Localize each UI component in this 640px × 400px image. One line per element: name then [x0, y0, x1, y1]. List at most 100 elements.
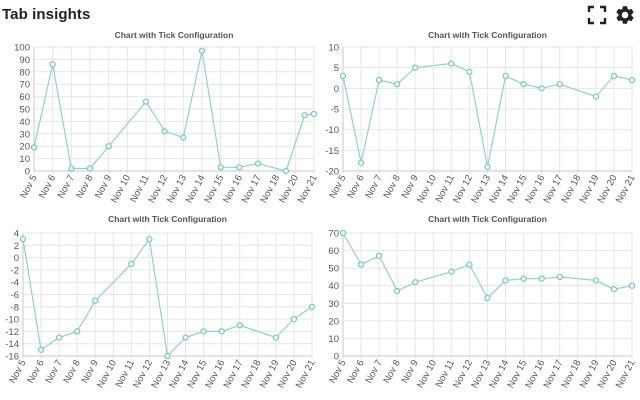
y-tick-label: -10	[325, 125, 339, 136]
data-point[interactable]	[376, 76, 383, 84]
data-point[interactable]	[357, 159, 365, 166]
x-tick-label: Nov 5	[18, 173, 39, 200]
y-tick-label: -15	[325, 146, 339, 157]
data-point[interactable]	[610, 72, 618, 80]
y-tick-label: 0	[334, 352, 339, 363]
y-tick-label: 100	[14, 43, 30, 54]
data-point[interactable]	[466, 68, 473, 75]
data-point[interactable]	[142, 98, 150, 105]
data-point[interactable]	[412, 279, 419, 286]
data-point[interactable]	[19, 236, 27, 243]
y-tick-label: -8	[11, 302, 19, 313]
chart-title: Chart with Tick Configuration	[108, 214, 227, 224]
data-point[interactable]	[484, 163, 491, 170]
data-point[interactable]	[484, 294, 491, 302]
data-point[interactable]	[164, 352, 171, 360]
y-tick-label: 30	[19, 129, 30, 140]
data-point[interactable]	[628, 76, 636, 84]
y-tick-label: 4	[14, 229, 19, 240]
data-point[interactable]	[556, 81, 563, 88]
data-point[interactable]	[105, 143, 112, 150]
data-point[interactable]	[448, 268, 455, 275]
data-point[interactable]	[610, 286, 618, 293]
data-point[interactable]	[161, 128, 168, 135]
y-tick-label: 60	[19, 92, 30, 103]
chart-title: Chart with Tick Configuration	[428, 214, 547, 224]
data-point[interactable]	[466, 261, 473, 268]
data-point[interactable]	[217, 164, 224, 171]
data-point[interactable]	[357, 261, 365, 268]
chart-title: Chart with Tick Configuration	[428, 30, 547, 40]
data-point[interactable]	[182, 334, 189, 341]
fullscreen-icon[interactable]	[586, 4, 608, 26]
y-tick-label: 20	[19, 142, 30, 153]
gear-icon[interactable]	[614, 4, 636, 26]
data-point[interactable]	[86, 165, 94, 172]
data-point[interactable]	[254, 160, 262, 167]
y-tick-label: -16	[5, 352, 19, 363]
data-point[interactable]	[282, 167, 290, 175]
data-point[interactable]	[592, 277, 599, 284]
y-tick-label: 30	[328, 299, 339, 310]
y-tick-label: -20	[325, 167, 339, 178]
data-point[interactable]	[290, 316, 298, 323]
y-tick-label: -4	[11, 278, 19, 289]
y-tick-label: 0	[25, 167, 30, 178]
y-tick-label: 40	[328, 281, 339, 292]
data-point[interactable]	[502, 72, 509, 80]
data-point[interactable]	[200, 328, 207, 335]
chart-title: Chart with Tick Configuration	[115, 30, 234, 40]
data-point[interactable]	[628, 282, 636, 289]
chart-bottom-left: Chart with Tick Configuration -16 -14-12-1…	[5, 214, 317, 390]
data-point[interactable]	[592, 93, 599, 100]
series-line	[33, 50, 315, 172]
y-tick-label: 40	[19, 117, 30, 128]
data-point[interactable]	[394, 81, 401, 88]
data-point[interactable]	[180, 134, 187, 141]
x-tick-label: Nov 8	[74, 173, 95, 200]
data-point[interactable]	[308, 303, 316, 310]
data-point[interactable]	[92, 297, 99, 304]
data-point[interactable]	[218, 328, 225, 335]
header-bar: Tab insights	[0, 0, 640, 30]
data-point[interactable]	[502, 277, 509, 284]
data-point[interactable]	[236, 322, 243, 329]
y-tick-label: 10	[328, 334, 339, 345]
y-tick-label: -6	[11, 290, 19, 301]
y-tick-label: 70	[328, 229, 339, 240]
data-point[interactable]	[49, 61, 56, 68]
y-tick-label: 80	[19, 67, 30, 78]
y-tick-label: 50	[328, 264, 339, 275]
x-tick-label: Nov 7	[56, 173, 77, 200]
data-point[interactable]	[310, 110, 318, 118]
y-tick-label: 50	[19, 105, 30, 116]
data-point[interactable]	[448, 60, 455, 67]
data-point[interactable]	[520, 81, 527, 88]
data-point[interactable]	[538, 275, 545, 282]
data-point[interactable]	[146, 236, 153, 243]
data-point[interactable]	[30, 144, 38, 151]
data-point[interactable]	[520, 275, 527, 282]
y-tick-label: -12	[5, 327, 19, 338]
y-tick-label: 0	[14, 253, 19, 264]
data-point[interactable]	[556, 273, 563, 281]
data-point[interactable]	[412, 64, 419, 71]
data-point[interactable]	[56, 334, 63, 341]
data-point[interactable]	[376, 252, 383, 259]
data-point[interactable]	[272, 334, 279, 341]
data-point[interactable]	[236, 164, 243, 171]
data-point[interactable]	[394, 287, 401, 295]
data-point[interactable]	[301, 112, 308, 119]
data-point[interactable]	[198, 47, 206, 54]
data-point[interactable]	[538, 85, 545, 92]
y-tick-label: 60	[328, 246, 339, 257]
y-tick-label: 0	[334, 84, 339, 95]
data-point[interactable]	[68, 165, 75, 172]
data-point[interactable]	[339, 229, 347, 237]
data-point[interactable]	[128, 260, 135, 267]
data-point[interactable]	[339, 72, 347, 80]
data-point[interactable]	[74, 328, 81, 335]
chart-bottom-right: Chart with Tick Configuration 0 10 20 30 40 50…	[327, 214, 637, 390]
data-point[interactable]	[37, 346, 45, 353]
